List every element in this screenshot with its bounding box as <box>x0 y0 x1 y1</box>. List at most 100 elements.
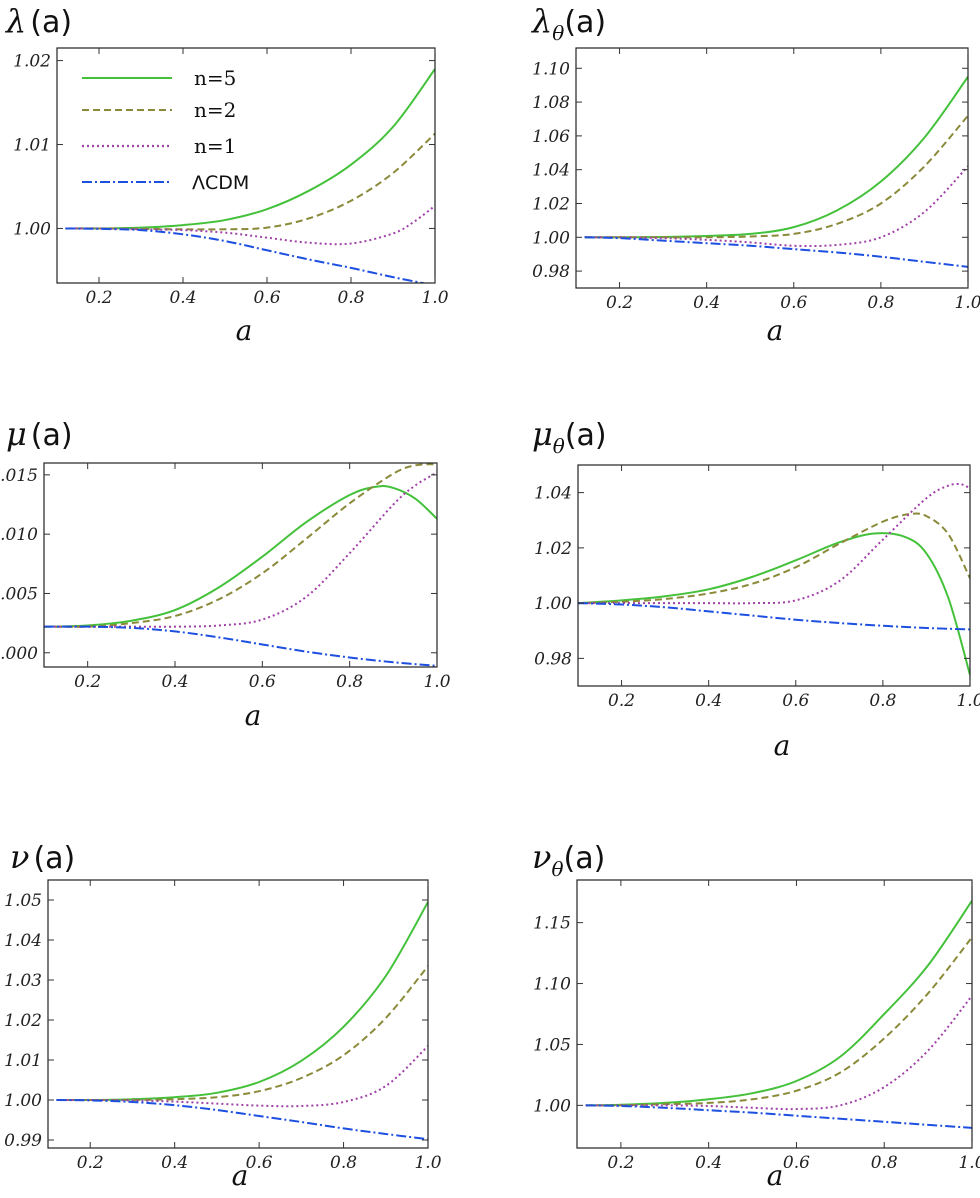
lambda-theta-series-n2 <box>584 114 968 239</box>
nu-curves <box>56 901 428 1141</box>
nu-series-n2 <box>56 965 428 1102</box>
nu-theta-series-n5 <box>585 900 972 1107</box>
legend-label-n1: n=1 <box>194 134 236 158</box>
nu-theta-xtick-label: 0.6 <box>783 1153 810 1173</box>
nu-theta-series-n2 <box>585 936 972 1107</box>
mu-theta-xlabel: a <box>774 729 791 762</box>
lambda-theta-curves <box>584 76 968 268</box>
nu-theta-ytick-label: 1.10 <box>533 975 571 995</box>
lambda-ytick-label: 1.02 <box>13 52 51 72</box>
lambda-theta-xtick-label: 0.8 <box>867 293 894 313</box>
lambda-xtick-label: 0.6 <box>253 288 280 308</box>
mu-theta-ytick-label: 1.02 <box>534 539 572 559</box>
legend-label-n2: n=2 <box>194 98 236 122</box>
nu-theta-series-n1 <box>585 995 972 1111</box>
panel-nu: 0.2 0.4 0.6 0.8 1.0 0.99 1.00 1.01 1.02 1.03 1.04 1… <box>4 838 442 1192</box>
lambda-series-n1 <box>65 204 435 246</box>
nu-series-lcdm <box>56 1099 428 1141</box>
lambda-xtick-label: 0.8 <box>337 288 364 308</box>
panel-mu: 0.2 0.4 0.6 0.8 1.0 1.000 1.005 1.010 1.015 μ(a) a <box>0 415 451 732</box>
mu-theta-ytick-label: 1.04 <box>534 484 572 504</box>
mu-theta-xtick-label: 1.0 <box>956 691 980 711</box>
nu-xtick-label: 0.4 <box>161 1153 188 1173</box>
nu-theta-xtick-label: 0.4 <box>695 1153 722 1173</box>
lambda-theta-ytick-label: 1.04 <box>532 161 570 181</box>
nu-ytick-label: 1.01 <box>4 1051 42 1071</box>
nu-theta-xtick-label: 0.2 <box>607 1153 634 1173</box>
nu-ytick-label: 1.02 <box>4 1011 42 1031</box>
lambda-series-n5 <box>65 68 435 230</box>
mu-frame <box>43 462 438 668</box>
mu-xtick-label: 0.6 <box>249 672 276 692</box>
nu-theta-title: νθ(a) <box>532 838 605 881</box>
lambda-theta-ytick-label: 1.02 <box>532 194 570 214</box>
mu-theta-ytick-label: 1.00 <box>534 594 572 614</box>
nu-series-n5 <box>56 901 428 1102</box>
nu-ytick-label: 1.03 <box>4 971 42 991</box>
lambda-theta-series-n1 <box>584 165 968 248</box>
lambda-theta-xtick-label: 0.4 <box>693 293 720 313</box>
legend-label-lcdm: ΛCDM <box>192 172 249 194</box>
nu-theta-series-lcdm <box>585 1104 972 1129</box>
mu-series-n1 <box>44 471 437 628</box>
nu-theta-ytick-label: 1.15 <box>533 914 571 934</box>
mu-title: μ (a) <box>6 415 73 453</box>
lambda-xlabel: a <box>236 314 253 347</box>
mu-theta-xtick-label: 0.4 <box>695 691 722 711</box>
legend-label-n5: n=5 <box>194 66 236 90</box>
nu-ytick-label: 0.99 <box>4 1131 42 1151</box>
mu-theta-series-n5 <box>578 532 970 676</box>
mu-theta-xtick-label: 0.8 <box>869 691 896 711</box>
lambda-series-n2 <box>65 132 435 231</box>
mu-series-n2 <box>44 463 437 628</box>
nu-series-n1 <box>56 1045 428 1108</box>
panel-lambda-theta: 0.2 0.4 0.6 0.8 1.0 0.98 1.00 1.02 1.04 1.06 1.08 1… <box>530 2 980 347</box>
mu-ytick-label: 1.005 <box>0 584 38 604</box>
panel-mu-theta: 0.2 0.4 0.6 0.8 1.0 0.98 1.00 1.02 1.04 μθ(a) a <box>532 415 980 762</box>
lambda-theta-series-lcdm <box>584 236 968 268</box>
lambda-theta-ytick-label: 1.10 <box>532 59 570 79</box>
mu-curves <box>44 463 437 667</box>
mu-xtick-label: 0.2 <box>74 672 101 692</box>
lambda-theta-xtick-label: 1.0 <box>954 293 980 313</box>
nu-theta-curves <box>585 900 972 1129</box>
mu-xtick-label: 0.8 <box>336 672 363 692</box>
mu-xtick-label: 0.4 <box>161 672 188 692</box>
nu-theta-xlabel: a <box>767 1159 784 1192</box>
mu-theta-series-lcdm <box>578 602 970 631</box>
lambda-ytick-label: 1.01 <box>13 136 51 156</box>
nu-ytick-label: 1.05 <box>4 891 42 911</box>
nu-title: ν (a) <box>10 838 75 876</box>
nu-xlabel: a <box>232 1159 249 1192</box>
lambda-theta-frame <box>575 47 969 289</box>
lambda-theta-xlabel: a <box>767 314 784 347</box>
nu-xtick-label: 0.8 <box>330 1153 357 1173</box>
lambda-theta-series-n5 <box>584 76 968 239</box>
lambda-theta-ytick-label: 1.06 <box>532 127 570 147</box>
nu-ytick-label: 1.00 <box>4 1091 42 1111</box>
lambda-theta-xtick-label: 0.6 <box>780 293 807 313</box>
mu-theta-xtick-label: 0.6 <box>782 691 809 711</box>
mu-ytick-label: 1.000 <box>0 644 38 664</box>
lambda-frame <box>56 47 436 284</box>
mu-theta-series-n1 <box>578 482 970 605</box>
nu-xtick-label: 0.6 <box>246 1153 273 1173</box>
nu-theta-ytick-label: 1.05 <box>533 1035 571 1055</box>
nu-ytick-label: 1.04 <box>4 931 42 951</box>
mu-ytick-label: 1.015 <box>0 466 38 486</box>
mu-ytick-label: 1.010 <box>0 525 38 545</box>
lambda-xtick-label: 0.4 <box>169 288 196 308</box>
mu-xtick-label: 1.0 <box>423 672 450 692</box>
nu-theta-xtick-label: 1.0 <box>958 1153 980 1173</box>
mu-theta-curves <box>578 482 970 676</box>
nu-frame <box>47 879 429 1149</box>
mu-theta-ytick-label: 0.98 <box>534 649 572 669</box>
mu-theta-series-n2 <box>578 512 970 605</box>
nu-theta-frame <box>576 879 973 1149</box>
lambda-theta-ytick-label: 1.00 <box>532 228 570 248</box>
lambda-curves <box>65 68 435 283</box>
mu-xlabel: a <box>245 699 262 732</box>
lambda-theta-ytick-label: 0.98 <box>532 262 570 282</box>
mu-series-n5 <box>44 485 437 628</box>
